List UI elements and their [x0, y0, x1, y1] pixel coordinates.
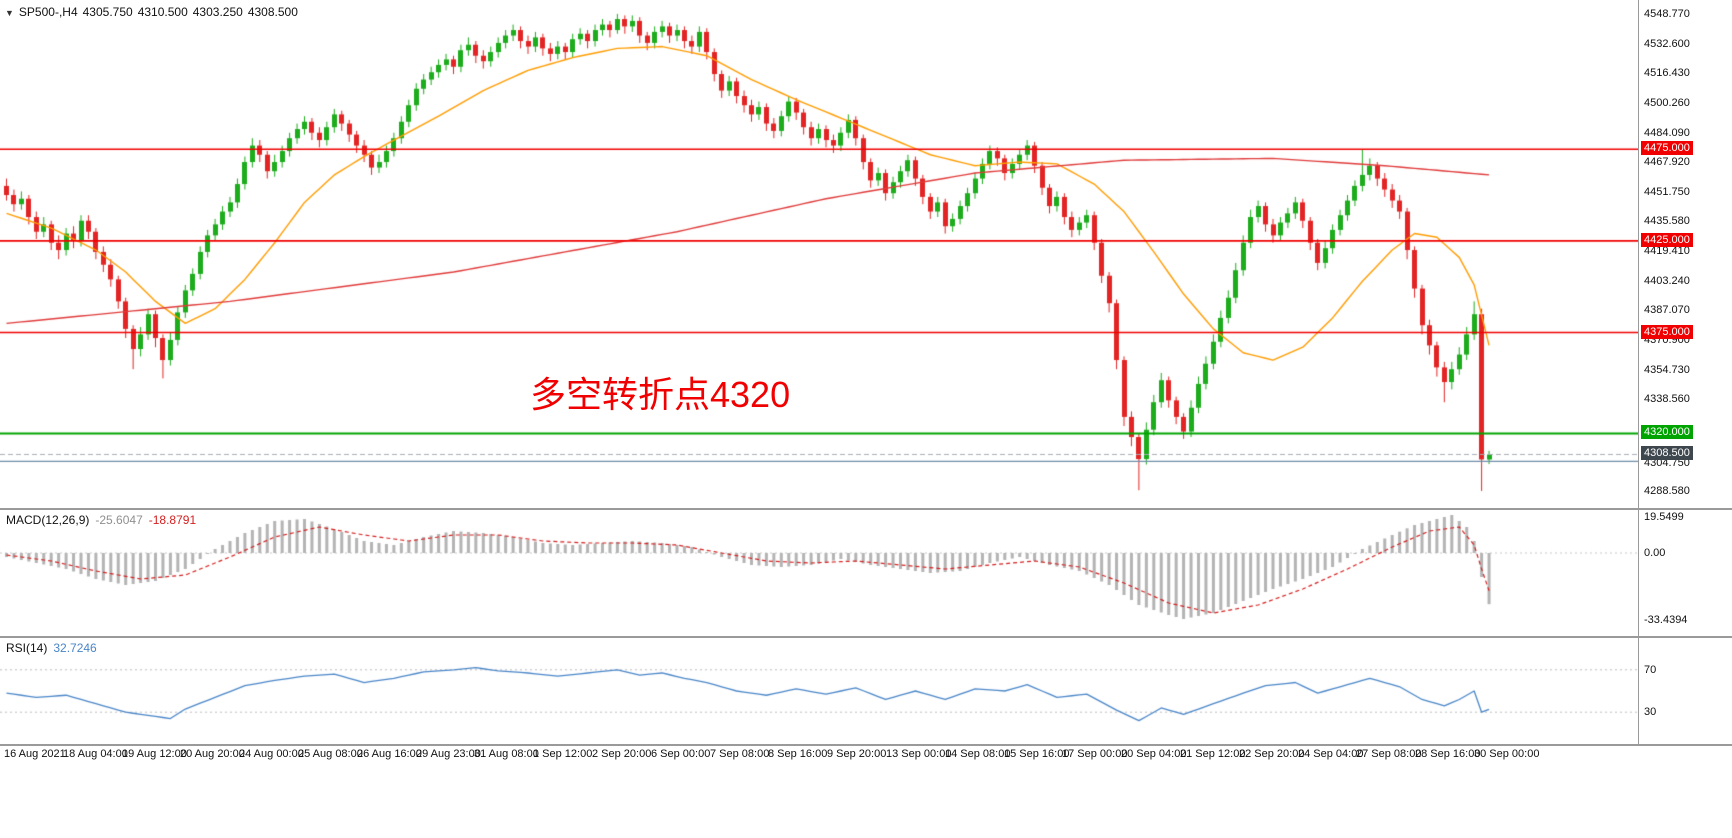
time-axis-label: 28 Sep 16:00 [1415, 748, 1481, 760]
time-axis-label: 14 Sep 08:00 [945, 748, 1011, 760]
rsi-value: 32.7246 [53, 641, 97, 655]
macd-panel-canvas[interactable] [0, 510, 1638, 636]
time-axis-label: 7 Sep 08:00 [710, 748, 770, 760]
time-axis-label: 17 Sep 00:00 [1062, 748, 1128, 760]
price-tick-label: 4516.430 [1644, 67, 1690, 79]
macd-indicator-label: MACD(12,26,9) -25.6047 -18.8791 [6, 513, 202, 527]
time-axis-label: 29 Aug 23:00 [416, 748, 481, 760]
macd-signal-value: -18.8791 [148, 513, 197, 527]
rsi-tick-label: 30 [1644, 706, 1657, 718]
macd-tick-label: 0.00 [1644, 547, 1666, 559]
symbol-period-label: SP500-,H4 [18, 5, 78, 19]
price-tick-label: 4500.260 [1644, 97, 1690, 109]
time-axis-label: 8 Sep 16:00 [768, 748, 828, 760]
ohlc-high: 4310.500 [137, 5, 188, 19]
macd-tick-label: 19.5499 [1644, 511, 1684, 523]
time-axis-label: 25 Aug 08:00 [298, 748, 363, 760]
time-axis-label: 20 Aug 20:00 [180, 748, 245, 760]
price-axis-separator [1638, 0, 1639, 744]
time-axis-label: 21 Sep 12:00 [1180, 748, 1246, 760]
time-axis-label: 19 Aug 12:00 [122, 748, 187, 760]
time-axis-label: 18 Aug 04:00 [63, 748, 128, 760]
price-level-label: 4304.750 [1644, 457, 1690, 469]
price-tick-label: 4338.560 [1644, 393, 1690, 405]
rsi-tick-label: 70 [1644, 664, 1657, 676]
time-axis-label: 1 Sep 12:00 [533, 748, 593, 760]
rsi-name: RSI(14) [6, 641, 48, 655]
chart-menu-icon[interactable]: ▼ [5, 8, 14, 18]
rsi-indicator-label: RSI(14) 32.7246 [6, 641, 103, 655]
time-axis-label: 15 Sep 16:00 [1004, 748, 1070, 760]
macd-main-value: -25.6047 [95, 513, 143, 527]
price-tick-label: 4403.240 [1644, 275, 1690, 287]
price-tick-label: 4387.070 [1644, 304, 1690, 316]
pane-separator[interactable] [0, 508, 1732, 510]
price-tick-label: 4288.580 [1644, 485, 1690, 497]
time-axis-label: 13 Sep 00:00 [886, 748, 952, 760]
macd-name: MACD(12,26,9) [6, 513, 90, 527]
time-axis-label: 20 Sep 04:00 [1121, 748, 1187, 760]
ohlc-close: 4308.500 [247, 5, 298, 19]
price-tick-label: 4435.580 [1644, 215, 1690, 227]
main-chart-canvas[interactable] [0, 0, 1638, 508]
price-tick-label: 4354.730 [1644, 364, 1690, 376]
time-axis-label: 31 Aug 08:00 [474, 748, 539, 760]
time-axis-label: 30 Sep 00:00 [1474, 748, 1540, 760]
price-level-label: 4475.000 [1641, 141, 1693, 155]
price-level-label: 4425.000 [1641, 233, 1693, 247]
price-level-label: 4375.000 [1641, 325, 1693, 339]
time-axis-label: 24 Sep 04:00 [1298, 748, 1364, 760]
time-axis-label: 2 Sep 20:00 [592, 748, 652, 760]
time-axis-label: 6 Sep 00:00 [651, 748, 711, 760]
macd-tick-label: -33.4394 [1644, 614, 1688, 626]
time-axis-label: 24 Aug 00:00 [239, 748, 304, 760]
time-axis-label: 16 Aug 2021 [4, 748, 66, 760]
price-tick-label: 4532.600 [1644, 38, 1690, 50]
time-axis-label: 27 Sep 08:00 [1356, 748, 1422, 760]
time-axis[interactable]: 16 Aug 2021 18 Aug 04:00 19 Aug 12:00 20 Au… [0, 746, 1638, 764]
pane-separator [0, 744, 1732, 746]
price-level-label: 4308.500 [1641, 446, 1693, 460]
time-axis-label: 9 Sep 20:00 [827, 748, 887, 760]
time-axis-label: 26 Aug 16:00 [357, 748, 422, 760]
price-tick-label: 4548.770 [1644, 8, 1690, 20]
price-level-label: 4320.000 [1641, 425, 1693, 439]
price-tick-label: 4467.920 [1644, 156, 1690, 168]
time-axis-label: 22 Sep 20:00 [1239, 748, 1305, 760]
price-tick-label: 4484.090 [1644, 127, 1690, 139]
price-tick-label: 4419.410 [1644, 245, 1690, 257]
ohlc-open: 4305.750 [82, 5, 133, 19]
pane-separator[interactable] [0, 636, 1732, 638]
chart-annotation-text[interactable]: 多空转折点4320 [530, 374, 791, 415]
ohlc-low: 4303.250 [192, 5, 243, 19]
chart-title: ▼ SP500-,H4 4305.750 4310.500 4303.250 4308.5… [5, 5, 303, 19]
rsi-panel-canvas[interactable] [0, 638, 1638, 744]
price-tick-label: 4451.750 [1644, 186, 1690, 198]
